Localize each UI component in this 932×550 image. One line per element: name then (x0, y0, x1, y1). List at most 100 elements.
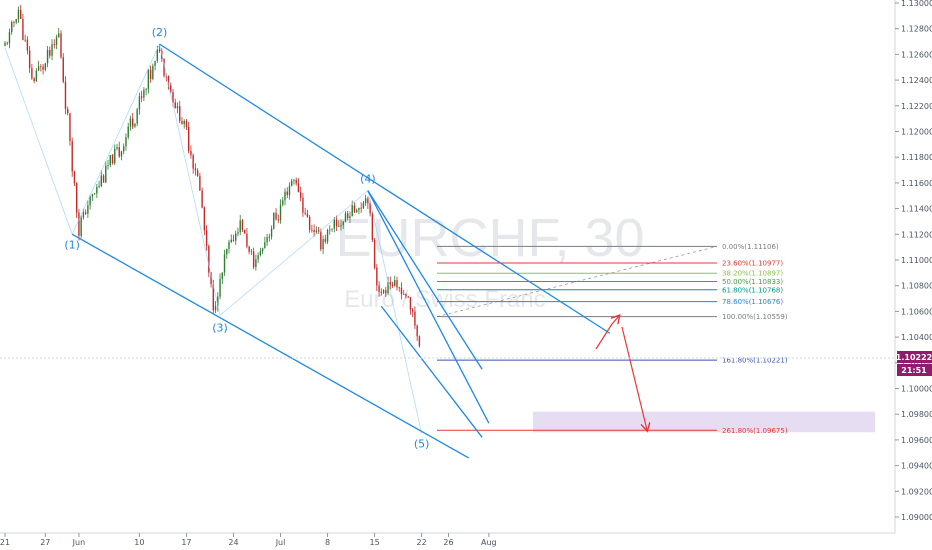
candle-body (380, 291, 383, 293)
y-tick-label: 1.11000 (901, 256, 932, 265)
candle-body (100, 175, 103, 187)
candle-body (183, 120, 185, 125)
candle-body (313, 230, 315, 233)
candle-body (329, 229, 331, 231)
y-tick-label: 1.11200 (901, 230, 932, 239)
candle-body (221, 272, 223, 279)
candle-body (351, 205, 353, 217)
candle-body (411, 309, 414, 312)
bar-countdown-timer: 21:51 (901, 366, 927, 375)
candle-body (125, 137, 127, 147)
candle-body (295, 179, 297, 184)
x-tick-label: Jul (275, 538, 286, 547)
x-tick-label: 15 (370, 538, 380, 547)
candle-body (317, 230, 320, 233)
candle-body (418, 336, 421, 347)
candle-body (71, 141, 73, 172)
candle-body (241, 220, 244, 230)
fib-level-label: 61.80%(1.10768) (722, 286, 783, 294)
candle-body (226, 248, 228, 255)
candle-body (333, 219, 335, 229)
candle-body (78, 212, 80, 236)
projection-arrows (595, 316, 647, 430)
candle-body (248, 246, 250, 252)
candle-body (414, 311, 416, 326)
candle-body (64, 81, 67, 109)
candle-body (176, 106, 179, 109)
candle-body (376, 267, 378, 286)
fib-level-label: 0.00%(1.11106) (722, 243, 779, 251)
candle-body (33, 78, 35, 82)
candle-body (109, 155, 111, 166)
candle-body (170, 85, 172, 93)
candle-body (322, 239, 324, 250)
candle-body (396, 280, 398, 288)
target-zone (533, 411, 875, 433)
inner-channel-line (367, 190, 490, 424)
fib-level-label: 38.20%(1.10897) (722, 270, 783, 278)
candle-body (223, 254, 226, 273)
candle-body (293, 179, 295, 181)
inner-channel-upper-line (367, 190, 483, 370)
candle-body (360, 207, 362, 209)
projection-arrow-down (621, 326, 647, 430)
candle-body (282, 200, 284, 205)
candle-body (311, 229, 313, 231)
candle-body (201, 190, 203, 208)
candle-body (416, 325, 418, 337)
candle-body (369, 203, 371, 214)
candle-body (73, 171, 76, 184)
candle-body (24, 39, 26, 41)
candle-body (403, 294, 405, 295)
candle-body (44, 63, 47, 70)
candle-body (409, 297, 412, 310)
candle-body (391, 284, 394, 286)
candle-body (320, 232, 322, 250)
candle-body (250, 251, 253, 253)
candle-body (257, 255, 259, 260)
candle-body (382, 290, 385, 293)
fib-level-label: 161.80%(1.10221) (722, 357, 788, 365)
y-tick-label: 1.13000 (901, 0, 932, 8)
x-tick-label: 17 (181, 538, 191, 547)
candle-body (371, 213, 374, 240)
candle-body (96, 187, 98, 194)
candle-body (358, 207, 360, 211)
candle-body (286, 191, 288, 196)
candle-body (338, 225, 340, 227)
candle-body (239, 220, 241, 233)
current-price-value: 1.10222 (896, 353, 932, 362)
candle-body (291, 180, 293, 186)
candle-body (192, 155, 194, 169)
price-axis[interactable]: 1.13000 1.12800 1.12600 1.12400 1.12200 1.120… (894, 0, 932, 533)
candle-body (304, 212, 306, 214)
y-tick-label: 1.12000 (901, 128, 932, 137)
x-tick-label: 27 (40, 538, 50, 547)
fibonacci-retracement[interactable]: 0.00%(1.11106) 23.60%(1.10977) 38.20%(1.10… (436, 243, 788, 435)
fib-level-label: 78.60%(1.10676) (722, 298, 783, 306)
candle-body (8, 32, 11, 44)
candle-body (367, 198, 369, 204)
candle-body (6, 42, 8, 44)
candle-body (273, 212, 275, 229)
candle-body (4, 42, 6, 46)
candle-body (232, 239, 235, 241)
candle-body (62, 57, 64, 82)
candle-body (51, 44, 53, 56)
candle-body (324, 239, 327, 242)
candle-body (387, 281, 389, 294)
candle-body (37, 66, 40, 71)
candle-body (364, 198, 367, 203)
candle-body (87, 205, 89, 214)
target-zone-layer (533, 411, 875, 433)
candle-body (378, 285, 380, 292)
candle-body (203, 207, 206, 231)
candle-body (42, 66, 44, 70)
candle-body (308, 216, 311, 230)
trend-channels[interactable] (71, 43, 611, 459)
time-axis[interactable]: 21 27 Jun 10 17 24 Jul 8 15 22 26 Aug (0, 532, 895, 547)
candle-body (214, 306, 217, 311)
y-tick-label: 1.12400 (901, 76, 932, 85)
candle-body (58, 33, 60, 38)
